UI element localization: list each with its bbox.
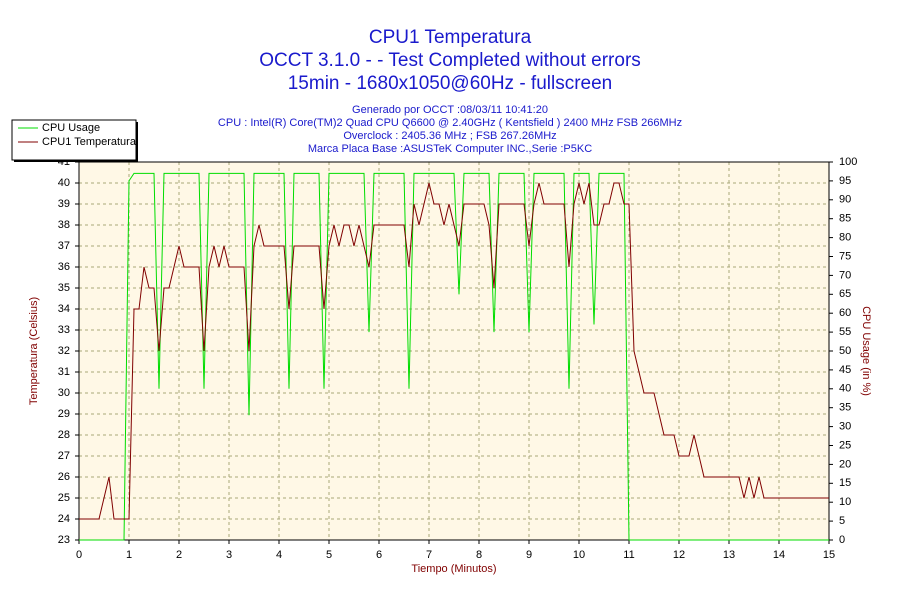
y-tick-label: 31: [58, 366, 70, 378]
y2-tick-label: 100: [839, 156, 857, 168]
y-tick-label: 40: [58, 177, 70, 189]
y-tick-label: 23: [58, 534, 70, 546]
x-tick-label: 15: [823, 549, 835, 561]
y-tick-label: 26: [58, 471, 70, 483]
x-tick-label: 10: [573, 549, 585, 561]
y2-tick-label: 10: [839, 496, 851, 508]
y-tick-label: 29: [58, 408, 70, 420]
y-tick-label: 37: [58, 240, 70, 252]
plot-frame: [78, 161, 830, 541]
y-tick-label: 39: [58, 198, 70, 210]
y-tick-label: 34: [58, 303, 70, 315]
y2-tick-label: 50: [839, 345, 851, 357]
y2-tick-label: 85: [839, 213, 851, 225]
y2-tick-label: 70: [839, 269, 851, 281]
x-tick-label: 7: [426, 549, 432, 561]
x-tick-label: 4: [276, 549, 282, 561]
y2-tick-label: 60: [839, 307, 851, 319]
x-tick-label: 11: [623, 549, 634, 561]
y2-tick-label: 40: [839, 383, 851, 395]
legend-label: CPU1 Temperatura: [42, 136, 137, 148]
y-tick-label: 33: [58, 324, 70, 336]
y-tick-label: 30: [58, 387, 70, 399]
series-line: [79, 182, 829, 520]
y2-tick-label: 95: [839, 175, 851, 187]
info-line: Overclock : 2405.36 MHz ; FSB 267.26MHz: [343, 130, 556, 142]
x-tick-label: 8: [476, 549, 482, 561]
info-line: Marca Placa Base :ASUSTeK Computer INC.,…: [308, 143, 592, 155]
y2-tick-label: 30: [839, 421, 851, 433]
y2-tick-label: 45: [839, 364, 851, 376]
y-tick-label: 36: [58, 261, 70, 273]
y2-tick-label: 65: [839, 288, 851, 300]
chart-title: CPU1 Temperatura: [369, 27, 532, 48]
y-tick-label: 24: [58, 513, 70, 525]
legend-box: [11, 119, 137, 161]
y2-tick-label: 80: [839, 232, 851, 244]
y2-tick-label: 55: [839, 326, 851, 338]
series-line: [79, 172, 829, 541]
x-tick-label: 3: [226, 549, 232, 561]
y-tick-label: 32: [58, 345, 70, 357]
info-line: Generado por OCCT :08/03/11 10:41:20: [352, 104, 548, 116]
y-tick-label: 25: [58, 492, 70, 504]
y2-tick-label: 75: [839, 250, 851, 262]
chart-subtitle: OCCT 3.1.0 - - Test Completed without er…: [259, 50, 641, 71]
x-tick-label: 6: [376, 549, 382, 561]
x-axis-label: Tiempo (Minutos): [411, 563, 496, 575]
x-tick-label: 5: [326, 549, 332, 561]
y-tick-label: 27: [58, 450, 70, 462]
y2-axis-label: CPU Usage (in %): [860, 306, 872, 396]
x-tick-label: 13: [723, 549, 735, 561]
y2-tick-label: 35: [839, 402, 851, 414]
x-tick-label: 0: [76, 549, 82, 561]
x-tick-label: 14: [773, 549, 785, 561]
chart-subtitle: 15min - 1680x1050@60Hz - fullscreen: [288, 73, 613, 94]
y2-tick-label: 25: [839, 439, 851, 451]
x-tick-label: 1: [126, 549, 132, 561]
y2-tick-label: 20: [839, 458, 851, 470]
legend-label: CPU Usage: [42, 122, 100, 134]
y-tick-label: 35: [58, 282, 70, 294]
y2-tick-label: 15: [839, 477, 851, 489]
x-tick-label: 9: [526, 549, 532, 561]
info-line: CPU : Intel(R) Core(TM)2 Quad CPU Q6600 …: [218, 117, 682, 129]
x-tick-label: 2: [176, 549, 182, 561]
y-tick-label: 38: [58, 219, 70, 231]
y-tick-label: 28: [58, 429, 70, 441]
x-tick-label: 12: [673, 549, 685, 561]
y2-tick-label: 0: [839, 534, 845, 546]
y2-tick-label: 90: [839, 194, 851, 206]
y2-tick-label: 5: [839, 515, 845, 527]
y-axis-label: Temperatura (Celsius): [28, 297, 40, 405]
